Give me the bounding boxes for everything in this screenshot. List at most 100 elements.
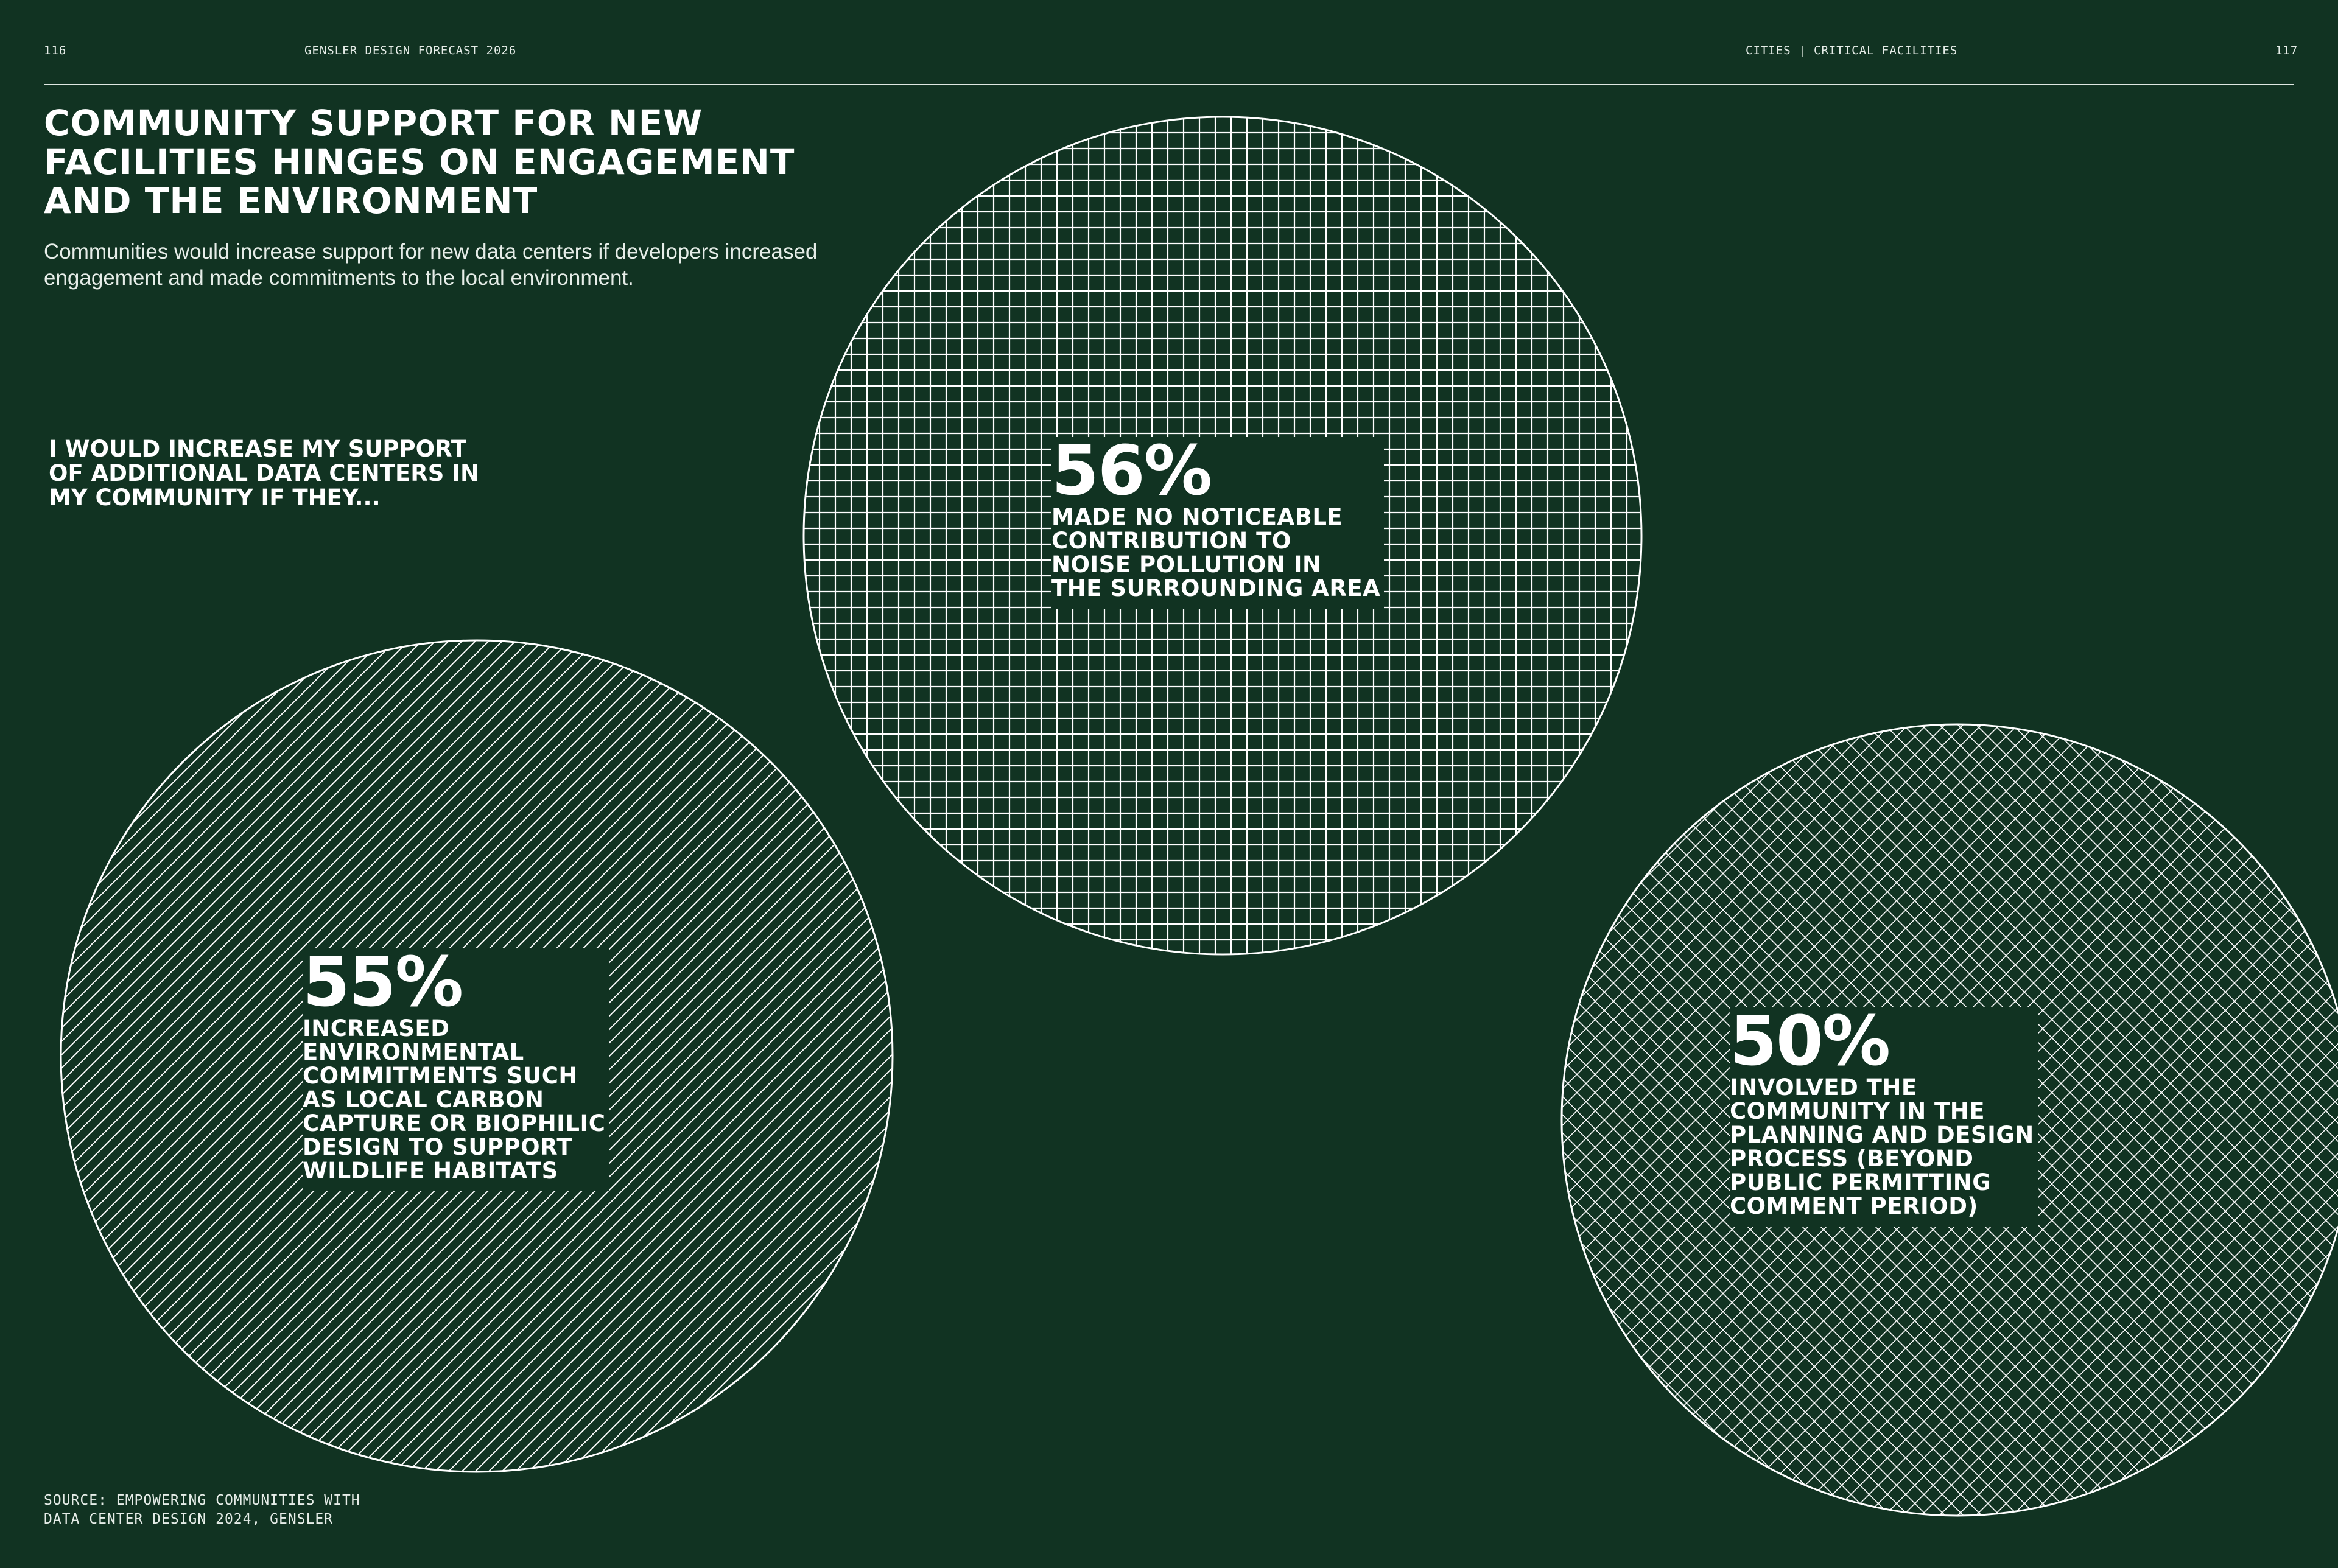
pattern-line [2048,724,2338,1516]
pattern-line [1902,724,2338,1516]
pattern-line [1774,724,2338,1516]
value-community-involvement: 50% [1730,1002,1890,1081]
pattern-line [2103,724,2338,1516]
description-environmental-commitments: INCREASED ENVIRONMENTAL COMMITMENTS SUCH… [303,1015,606,1184]
pattern-line [394,640,893,1472]
pattern-line [367,640,893,1472]
pattern-line [2213,724,2338,1516]
pattern-line [474,640,893,1472]
pattern-line [1829,724,2338,1516]
pattern-line [1562,724,2037,1516]
pattern-line [1562,724,1836,1516]
pattern-line [2030,724,2338,1516]
pattern-line [501,640,893,1472]
label-noise-pollution: 56% MADE NO NOTICEABLE CONTRIBUTION TO N… [1051,437,1385,609]
pattern-line [2085,724,2338,1516]
page-number-left: 116 [44,44,67,57]
pattern-line [61,640,437,1472]
pattern-line [247,640,893,1472]
pattern-line [327,640,893,1472]
bubble-outline [802,116,1643,956]
pattern-line [1562,724,1891,1516]
pattern-line [2267,724,2338,1516]
pattern-line [273,640,893,1472]
pattern-line [1562,724,2092,1516]
pattern-line [1975,724,2338,1516]
pattern-line [1884,724,2338,1516]
pattern-line [1562,724,1708,1516]
pattern-line [1562,724,1782,1516]
pattern-line [1562,724,1727,1516]
publication-title: GENSLER DESIGN FORECAST 2026 [304,44,517,57]
pattern-line [61,640,222,1472]
pattern-line [61,640,195,1472]
pattern-line [61,640,584,1472]
page-subtitle: Communities would increase support for n… [44,240,818,290]
pattern-line [2121,724,2338,1516]
pattern-line [61,640,450,1472]
pattern-line [1957,724,2338,1516]
pattern-line [448,640,893,1472]
pattern-line [1562,724,1928,1516]
pattern-line [1562,724,1836,1516]
pattern-line [220,640,893,1472]
source-note: SOURCE: EMPOWERING COMMUNITIES WITH DATA… [44,1493,360,1527]
pattern-line [407,640,893,1472]
header-rule [44,84,2294,85]
pattern-line [581,640,893,1472]
pattern-line [1562,724,1654,1516]
pattern-line [61,640,329,1472]
pattern-line [2176,724,2338,1516]
pattern-line [2231,724,2338,1516]
pattern-line [206,640,893,1472]
pattern-line [1562,724,1928,1516]
pattern-line [2286,724,2338,1516]
pattern-line [61,640,370,1472]
pattern-line [61,640,303,1472]
pattern-line [2322,724,2338,1516]
pattern-line [61,640,718,1472]
pattern-line [61,640,463,1472]
pattern-line [1701,724,2338,1516]
pattern-line [61,640,704,1472]
pattern-line [2176,724,2338,1516]
pattern-line [61,640,678,1472]
pattern-line [2267,724,2338,1516]
pattern-line [61,640,611,1472]
pattern-line [1562,724,1617,1516]
pattern-line [300,640,893,1472]
pattern-line [233,640,893,1472]
pattern-line [287,640,893,1472]
pattern-line [1562,724,1672,1516]
section-title: CITIES | CRITICAL FACILITIES [1746,44,1958,57]
pattern-line [1562,724,2019,1516]
pattern-line [461,640,893,1472]
pattern-line [488,640,893,1472]
pattern-line [1562,724,1818,1516]
pattern-line [2231,724,2338,1516]
page-number-right: 117 [2275,44,2298,57]
pattern-line [1719,724,2338,1516]
pattern-line [555,640,893,1472]
pattern-line [2085,724,2338,1516]
pattern-line [1957,724,2338,1516]
pattern-line [1756,724,2338,1516]
survey-question: I WOULD INCREASE MY SUPPORT OF ADDITIONA… [49,436,479,511]
pattern-line [61,640,530,1472]
pattern-line [2322,724,2338,1516]
pattern-line [61,640,423,1472]
pattern-line [61,640,557,1472]
bubble-community-involvement [770,723,2338,1517]
pattern-line [421,640,893,1472]
pattern-line [635,640,893,1472]
pattern-line [2286,724,2338,1516]
pattern-line [1562,724,1818,1516]
pattern-line [1562,724,1745,1516]
pattern-line [61,640,356,1472]
pattern-line [260,640,893,1472]
pattern-line [61,640,169,1472]
pattern-line [770,724,1562,1516]
pattern-line [2012,724,2338,1516]
pattern-line [541,640,893,1472]
